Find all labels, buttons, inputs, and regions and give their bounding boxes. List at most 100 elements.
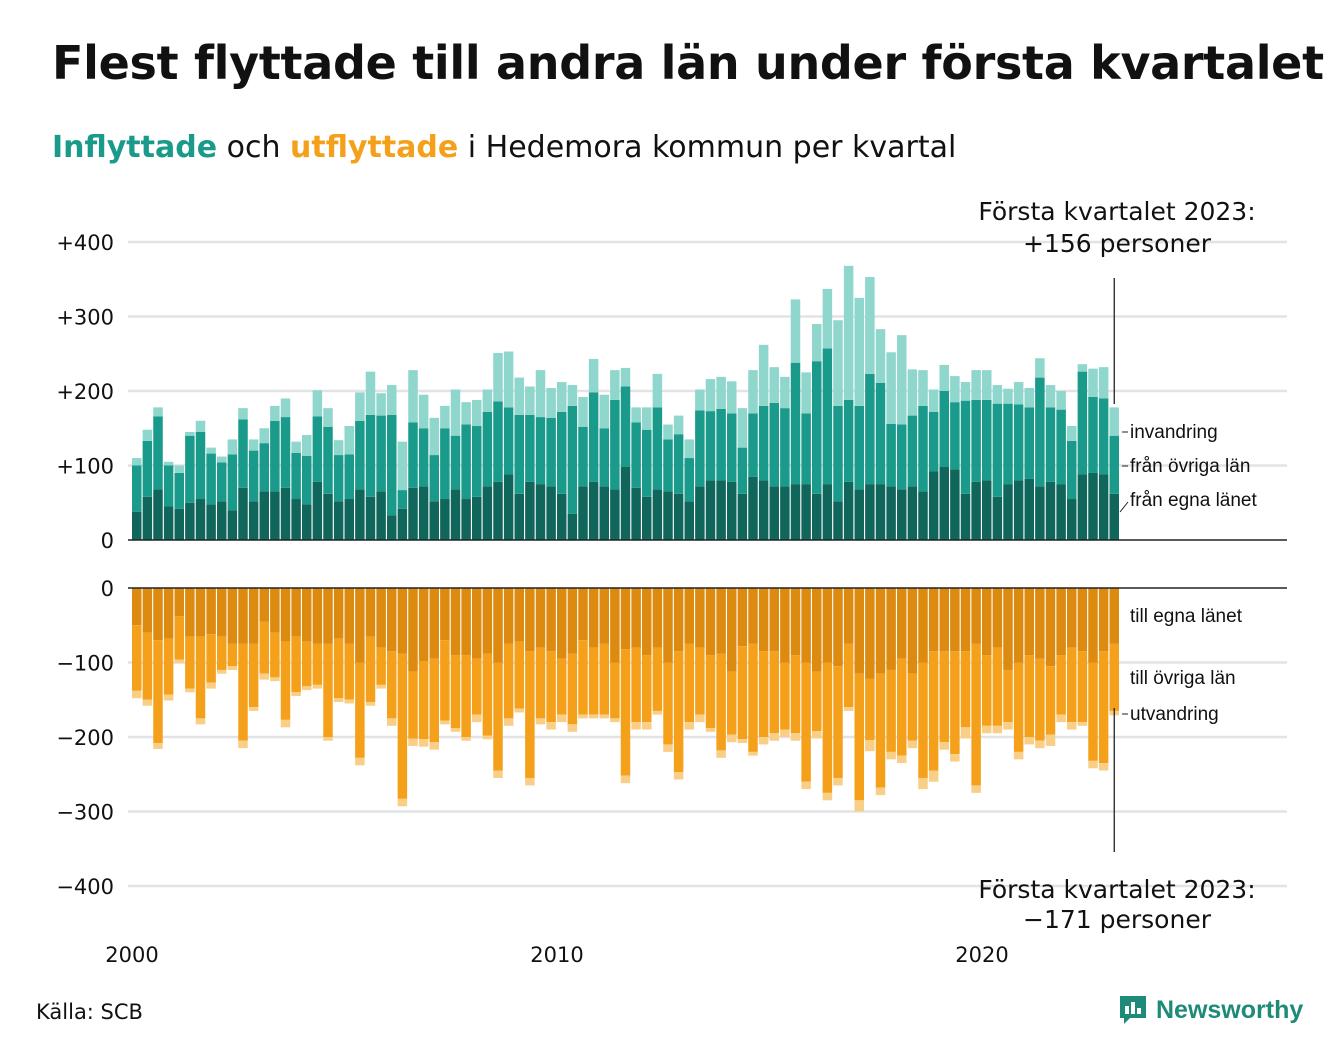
- bar-in-segment: [461, 499, 471, 540]
- bar-out-segment: [365, 588, 376, 637]
- bar-in-segment: [748, 413, 758, 477]
- bar-out-segment: [185, 588, 195, 637]
- bar-in-segment: [482, 389, 493, 412]
- bar-in-segment: [875, 382, 886, 485]
- bar-in-segment: [493, 481, 503, 540]
- bar-out-segment: [185, 688, 195, 693]
- bar-out-segment: [1013, 588, 1024, 663]
- bar-in-segment: [960, 400, 971, 494]
- bar-out-segment: [312, 643, 323, 685]
- bar-out-segment: [769, 733, 779, 741]
- y-tick-label-top: 0: [101, 529, 114, 553]
- bar-out-segment: [854, 588, 864, 674]
- bar-in-segment: [705, 480, 716, 540]
- bar-in-segment: [1109, 435, 1119, 494]
- bar-in-segment: [865, 277, 875, 374]
- bar-in-segment: [663, 491, 673, 540]
- bar-out-segment: [302, 686, 312, 691]
- bar-in-segment: [259, 491, 269, 540]
- bar-out-segment: [705, 728, 716, 732]
- bar-in-segment: [217, 462, 227, 502]
- bar-out-segment: [142, 632, 153, 700]
- bar-out-segment: [1109, 643, 1119, 711]
- bar-out-segment: [461, 737, 471, 741]
- bar-out-segment: [323, 643, 333, 737]
- bar-in-segment: [599, 394, 609, 429]
- bar-out-segment: [982, 588, 992, 656]
- bar-in-segment: [312, 481, 323, 540]
- bar-in-segment: [939, 364, 949, 391]
- bar-in-segment: [833, 405, 843, 502]
- bar-in-segment: [971, 481, 981, 540]
- bar-out-segment: [1077, 722, 1088, 726]
- bar-in-segment: [259, 428, 269, 444]
- bar-out-segment: [482, 735, 493, 740]
- bar-in-segment: [695, 389, 705, 411]
- bar-out-segment: [567, 653, 578, 725]
- bar-in-segment: [971, 370, 981, 400]
- bar-in-segment: [1109, 407, 1119, 436]
- annotation-bottom: −171 personer: [1023, 905, 1212, 934]
- bar-in-segment: [907, 486, 918, 540]
- bar-in-segment: [950, 469, 960, 540]
- bar-out-segment: [1056, 714, 1066, 723]
- bar-out-segment: [557, 714, 567, 723]
- bar-in-segment: [514, 414, 524, 494]
- bar-in-segment: [472, 399, 482, 427]
- bar-out-segment: [790, 588, 801, 656]
- bar-in-segment: [1003, 403, 1013, 485]
- bar-in-segment: [557, 493, 567, 540]
- bar-in-segment: [387, 385, 397, 415]
- bar-in-segment: [907, 415, 918, 487]
- bar-in-segment: [758, 405, 769, 481]
- bar-in-segment: [737, 493, 748, 540]
- segment-label-out: till övriga län: [1130, 668, 1236, 689]
- bar-in-segment: [780, 408, 790, 487]
- bar-in-segment: [854, 297, 864, 406]
- bar-in-segment: [153, 416, 163, 490]
- source-note: Källa: SCB: [36, 1000, 143, 1024]
- bar-out-segment: [1024, 737, 1034, 745]
- bar-in-segment: [1035, 486, 1045, 540]
- bar-out-segment: [174, 616, 184, 660]
- bar-out-segment: [769, 588, 779, 652]
- bar-in-segment: [705, 411, 716, 481]
- bar-in-segment: [758, 344, 769, 406]
- bar-in-segment: [780, 376, 790, 409]
- bar-out-segment: [960, 588, 971, 652]
- bar-out-segment: [525, 777, 535, 786]
- bar-out-segment: [227, 666, 238, 670]
- bar-out-segment: [673, 588, 684, 652]
- bar-in-segment: [1088, 368, 1098, 397]
- newsworthy-logo[interactable]: Newsworthy: [1118, 994, 1303, 1026]
- bar-out-segment: [833, 588, 843, 667]
- bar-out-segment: [578, 714, 588, 719]
- bar-out-segment: [1056, 655, 1066, 715]
- bar-out-segment: [886, 588, 896, 670]
- bar-out-segment: [950, 651, 960, 755]
- bar-out-segment: [769, 651, 779, 734]
- bar-in-segment: [174, 465, 184, 473]
- bar-in-segment: [185, 502, 195, 540]
- bar-out-segment: [716, 750, 726, 758]
- bar-out-segment: [535, 718, 546, 725]
- bar-in-segment: [472, 496, 482, 540]
- bar-in-segment: [960, 493, 971, 540]
- bar-out-segment: [918, 588, 928, 663]
- bar-out-segment: [673, 651, 684, 773]
- bar-out-segment: [1067, 647, 1077, 723]
- bar-in-segment: [429, 455, 439, 502]
- bar-in-segment: [854, 405, 864, 490]
- bar-in-segment: [429, 501, 439, 540]
- bar-in-segment: [939, 466, 949, 540]
- bar-in-segment: [195, 431, 206, 500]
- bar-in-segment: [1045, 407, 1056, 482]
- bar-out-segment: [663, 744, 673, 752]
- bar-out-segment: [493, 588, 503, 663]
- bar-in-segment: [1035, 377, 1045, 487]
- bar-out-segment: [907, 673, 918, 741]
- bar-in-segment: [610, 399, 620, 490]
- bar-in-segment: [153, 489, 163, 540]
- bar-out-segment: [960, 651, 971, 728]
- bar-out-segment: [758, 651, 769, 737]
